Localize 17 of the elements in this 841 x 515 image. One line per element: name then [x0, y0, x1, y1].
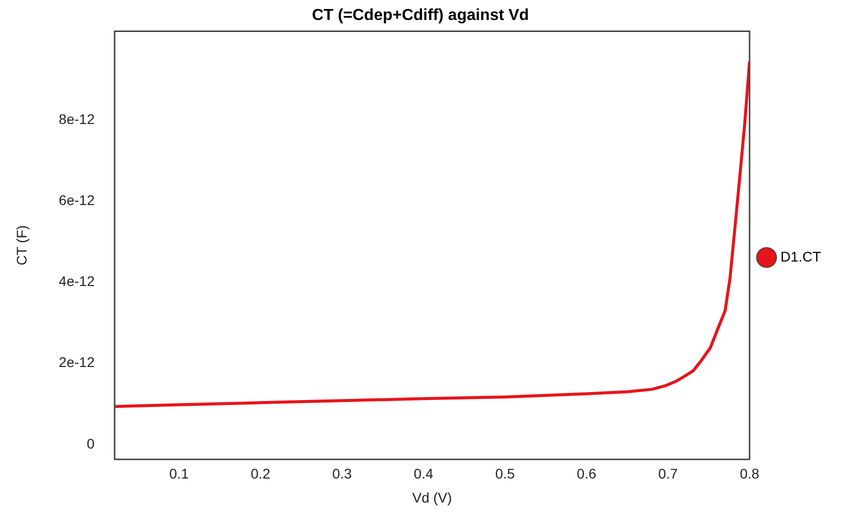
x-tick-label: 0.6	[576, 466, 596, 482]
x-tick-label: 0.8	[740, 466, 760, 482]
y-tick-label: 8e-12	[58, 111, 95, 128]
x-tick-label: 0.1	[169, 466, 189, 482]
y-tick-label: 6e-12	[58, 192, 95, 208]
x-axis-title: Vd (V)	[412, 489, 452, 506]
y-tick-label: 2e-12	[58, 354, 95, 370]
x-tick-label: 0.2	[250, 466, 270, 482]
legend-label: D1.CT	[780, 248, 822, 264]
y-axis-title: CT (F)	[13, 225, 30, 266]
y-tick-label: 4e-12	[58, 273, 95, 290]
x-tick-label: 0.7	[658, 466, 678, 482]
x-tick-label: 0.3	[332, 466, 352, 482]
chart-title: CT (=Cdep+Cdiff) against Vd	[312, 7, 529, 24]
x-tick-label: 0.5	[495, 466, 515, 482]
x-tick-label: 0.4	[414, 466, 434, 482]
y-tick-label: 0	[86, 435, 95, 452]
